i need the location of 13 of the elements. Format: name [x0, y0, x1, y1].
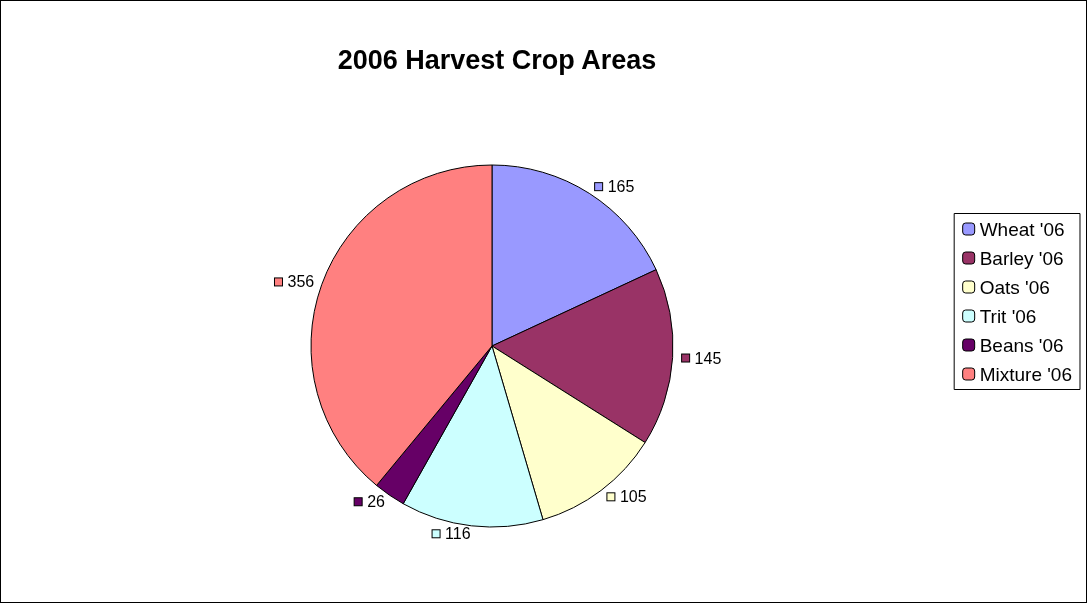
legend-label: Trit '06	[979, 305, 1037, 327]
data-label: 356	[287, 273, 315, 291]
data-label: 105	[619, 488, 647, 506]
legend-label: Mixture '06	[979, 363, 1072, 385]
data-label: 145	[694, 349, 722, 367]
legend-label: Beans '06	[979, 334, 1064, 356]
legend-label: Barley '06	[979, 247, 1064, 269]
data-label: 116	[445, 525, 471, 543]
legend-label: Oats '06	[979, 276, 1050, 298]
legend-label: Wheat '06	[979, 218, 1065, 240]
data-label: 165	[607, 178, 635, 196]
data-label: 26	[367, 493, 386, 511]
chart-title: 2006 Harvest Crop Areas	[337, 44, 657, 75]
